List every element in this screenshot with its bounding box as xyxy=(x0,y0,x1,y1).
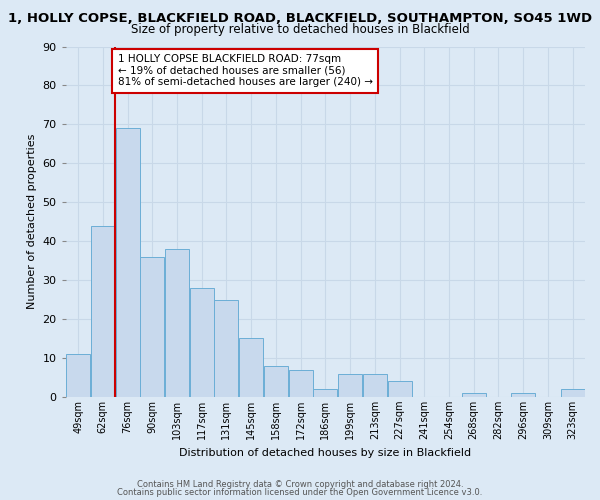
Bar xyxy=(140,256,164,397)
Bar xyxy=(462,393,486,397)
Text: Contains public sector information licensed under the Open Government Licence v3: Contains public sector information licen… xyxy=(118,488,482,497)
Bar xyxy=(289,370,313,397)
Bar xyxy=(264,366,288,397)
Bar xyxy=(313,389,337,397)
Bar xyxy=(116,128,140,397)
Bar xyxy=(214,300,238,397)
Bar xyxy=(560,389,584,397)
Y-axis label: Number of detached properties: Number of detached properties xyxy=(27,134,37,310)
Bar xyxy=(165,249,189,397)
X-axis label: Distribution of detached houses by size in Blackfield: Distribution of detached houses by size … xyxy=(179,448,472,458)
Bar xyxy=(91,226,115,397)
Text: 1 HOLLY COPSE BLACKFIELD ROAD: 77sqm
← 19% of detached houses are smaller (56)
8: 1 HOLLY COPSE BLACKFIELD ROAD: 77sqm ← 1… xyxy=(118,54,373,88)
Bar xyxy=(66,354,90,397)
Bar xyxy=(511,393,535,397)
Bar xyxy=(239,338,263,397)
Bar xyxy=(190,288,214,397)
Text: Size of property relative to detached houses in Blackfield: Size of property relative to detached ho… xyxy=(131,22,469,36)
Bar xyxy=(363,374,387,397)
Text: 1, HOLLY COPSE, BLACKFIELD ROAD, BLACKFIELD, SOUTHAMPTON, SO45 1WD: 1, HOLLY COPSE, BLACKFIELD ROAD, BLACKFI… xyxy=(8,12,592,26)
Bar xyxy=(388,382,412,397)
Bar xyxy=(338,374,362,397)
Text: Contains HM Land Registry data © Crown copyright and database right 2024.: Contains HM Land Registry data © Crown c… xyxy=(137,480,463,489)
